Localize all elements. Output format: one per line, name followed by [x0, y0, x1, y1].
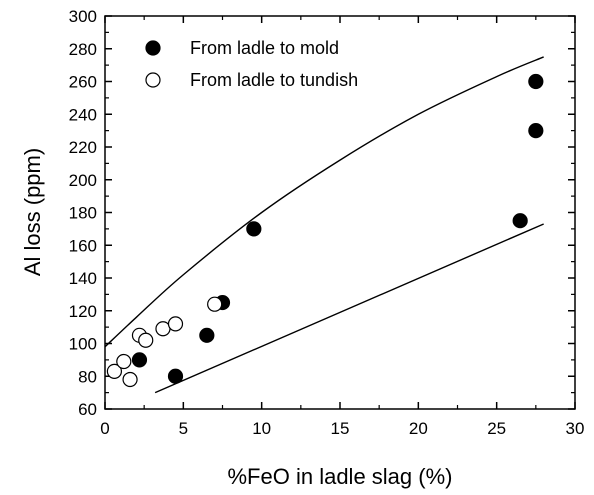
y-tick-label: 120	[69, 302, 97, 321]
y-tick-label: 160	[69, 236, 97, 255]
upper-bound-line	[104, 56, 544, 348]
lower-bound-line	[154, 223, 544, 394]
y-tick-label: 240	[69, 105, 97, 124]
y-tick-label: 80	[78, 367, 97, 386]
data-points	[106, 73, 544, 388]
x-tick-label: 15	[331, 419, 350, 438]
point-ladle-to-mold	[246, 221, 262, 237]
x-tick-label: 5	[179, 419, 188, 438]
legend-marker-tundish	[145, 72, 161, 88]
legend: From ladle to mold From ladle to tundish	[145, 38, 358, 90]
point-ladle-to-tundish	[167, 316, 184, 332]
x-tick-label: 30	[566, 419, 585, 438]
point-ladle-to-tundish	[155, 321, 171, 337]
y-tick-label: 220	[69, 138, 97, 157]
point-ladle-to-mold	[528, 123, 544, 139]
x-axis-title: %FeO in ladle slag (%)	[228, 464, 453, 489]
x-tick-label: 25	[487, 419, 506, 438]
y-tick-label: 300	[69, 7, 97, 26]
point-ladle-to-mold	[528, 73, 544, 90]
x-tick-label: 10	[252, 419, 271, 438]
x-tick-label: 20	[409, 419, 428, 438]
point-ladle-to-mold	[512, 213, 528, 229]
point-ladle-to-mold	[167, 368, 184, 384]
legend-label-tundish: From ladle to tundish	[190, 70, 358, 90]
axis-ticks: 0 5 10 15 20 25 30 60 80 100 120 140 160 180 200 220 240…	[69, 7, 585, 438]
legend-marker-mold	[145, 40, 161, 56]
point-ladle-to-mold	[199, 327, 215, 343]
point-ladle-to-tundish	[138, 332, 154, 348]
y-tick-label: 100	[69, 335, 97, 354]
plot-area	[104, 15, 576, 410]
y-tick-label: 180	[69, 204, 97, 223]
x-tick-label: 0	[100, 419, 109, 438]
point-ladle-to-tundish	[207, 296, 223, 312]
point-ladle-to-tundish	[106, 363, 123, 379]
legend-label-mold: From ladle to mold	[190, 38, 339, 58]
point-ladle-to-tundish	[122, 371, 138, 388]
point-ladle-to-mold	[131, 352, 148, 368]
y-tick-label: 140	[69, 269, 97, 288]
bound-lines	[104, 56, 544, 394]
y-tick-label: 200	[69, 171, 97, 190]
point-ladle-to-tundish	[116, 353, 132, 370]
y-tick-label: 60	[78, 400, 97, 419]
y-axis-title: Al loss (ppm)	[20, 148, 45, 276]
y-tick-label: 280	[69, 40, 97, 59]
y-tick-label: 260	[69, 73, 97, 92]
